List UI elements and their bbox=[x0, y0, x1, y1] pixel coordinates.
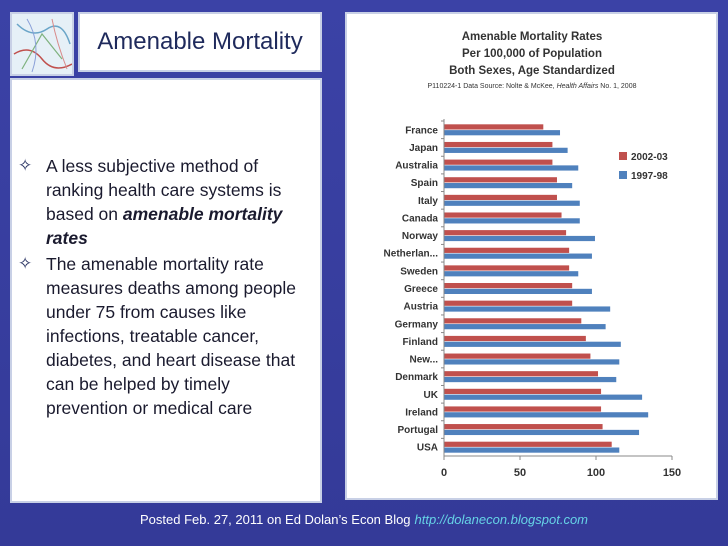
bullet-item: ✧ The amenable mortality rate measures d… bbox=[18, 252, 316, 420]
chart-subtitle-line: Per 100,000 of Population bbox=[462, 48, 602, 60]
bar-200203 bbox=[444, 177, 557, 183]
bar-199798 bbox=[444, 376, 617, 383]
bullet-emphasis: amenable mortality rates bbox=[46, 204, 283, 248]
bullet-text-part: A less subjective method of ranking heal… bbox=[46, 156, 282, 224]
y-tick-label: Portugal bbox=[397, 425, 438, 436]
bar-200203 bbox=[444, 141, 553, 148]
bar-199798 bbox=[444, 394, 643, 400]
bar-199798 bbox=[444, 253, 592, 259]
bullet-text: A less subjective method of ranking heal… bbox=[46, 154, 316, 250]
y-tick-label: Japan bbox=[409, 143, 438, 154]
y-tick-label: UK bbox=[424, 390, 439, 401]
bar-200203 bbox=[444, 388, 602, 394]
chart-source-note: P110224-1 Data Source: Nolte & McKee, He… bbox=[428, 83, 637, 90]
bar-199798 bbox=[444, 235, 595, 242]
bar-200203 bbox=[444, 283, 573, 289]
legend-label: 1997-98 bbox=[631, 171, 668, 182]
bar-200203 bbox=[444, 230, 567, 236]
plot-area: France Japan Australia Spain Italy Canada Norw… bbox=[384, 119, 681, 479]
bar-199798 bbox=[444, 271, 579, 277]
footer: Posted Feb. 27, 2011 on Ed Dolan’s Econ … bbox=[0, 512, 728, 527]
source-prefix: P110224-1 Data Source: Nolte & McKee, bbox=[428, 83, 557, 90]
legend-swatch bbox=[619, 171, 627, 179]
chart-title: Amenable Mortality Rates bbox=[462, 31, 603, 43]
bar-199798 bbox=[444, 306, 611, 312]
bar-199798 bbox=[444, 341, 621, 347]
x-tick-label: 150 bbox=[663, 467, 681, 479]
y-tick-label: Denmark bbox=[395, 372, 438, 383]
footer-link[interactable]: http://dolanecon.blogspot.com bbox=[414, 512, 588, 527]
bar-199798 bbox=[444, 447, 620, 453]
bar-199798 bbox=[444, 183, 573, 189]
legend-swatch bbox=[619, 152, 627, 160]
y-tick-label: Norway bbox=[402, 231, 439, 242]
y-tick-label: Netherlan... bbox=[384, 249, 439, 260]
bar-200203 bbox=[444, 194, 557, 201]
y-tick-label: Ireland bbox=[405, 407, 438, 418]
bar-199798 bbox=[444, 130, 561, 136]
bullet-star-icon: ✧ bbox=[18, 254, 33, 273]
source-journal: Health Affairs bbox=[557, 83, 599, 90]
legend-label: 2002-03 bbox=[631, 152, 668, 163]
slide-title-box: Amenable Mortality bbox=[78, 12, 322, 72]
bar-200203 bbox=[444, 124, 544, 130]
logo-image bbox=[10, 12, 74, 76]
bar-200203 bbox=[444, 371, 599, 377]
footer-text: Posted Feb. 27, 2011 on Ed Dolan’s Econ … bbox=[140, 512, 411, 527]
bar-199798 bbox=[444, 324, 606, 330]
y-tick-label: Greece bbox=[404, 284, 438, 295]
bar-199798 bbox=[444, 218, 580, 224]
x-tick-label: 0 bbox=[441, 467, 447, 479]
y-tick-label: Australia bbox=[395, 161, 438, 172]
chart-legend: 2002-03 1997-98 bbox=[619, 152, 668, 182]
y-tick-label: Germany bbox=[395, 319, 439, 330]
bar-199798 bbox=[444, 288, 592, 294]
chart-panel: Amenable Mortality Rates Per 100,000 of … bbox=[345, 12, 718, 500]
bar-200203 bbox=[444, 318, 582, 324]
chart-svg: Amenable Mortality Rates Per 100,000 of … bbox=[384, 31, 682, 479]
y-tick-label: Sweden bbox=[400, 266, 438, 277]
y-tick-label: Austria bbox=[404, 302, 439, 313]
bar-200203 bbox=[444, 406, 602, 412]
y-tick-label: USA bbox=[417, 443, 438, 454]
chart-subtitle-line: Both Sexes, Age Standardized bbox=[449, 65, 615, 77]
text-panel: ✧ A less subjective method of ranking he… bbox=[10, 78, 322, 503]
bar-200203 bbox=[444, 424, 603, 430]
y-tick-label: Canada bbox=[402, 213, 439, 224]
bar-200203 bbox=[444, 441, 612, 447]
bar-199798 bbox=[444, 200, 580, 206]
x-tick-label: 50 bbox=[514, 467, 526, 479]
bar-200203 bbox=[444, 300, 573, 306]
bar-200203 bbox=[444, 159, 553, 165]
abstract-network-logo-icon bbox=[12, 14, 72, 74]
bar-199798 bbox=[444, 165, 579, 171]
bar-200203 bbox=[444, 212, 562, 218]
bullet-text: The amenable mortality rate measures dea… bbox=[46, 254, 297, 418]
y-tick-label: Italy bbox=[418, 196, 438, 207]
x-tick-label: 100 bbox=[587, 467, 605, 479]
bar-200203 bbox=[444, 335, 586, 342]
bar-199798 bbox=[444, 359, 620, 365]
source-suffix: No. 1, 2008 bbox=[598, 83, 636, 90]
bar-199798 bbox=[444, 429, 640, 436]
y-tick-label: Spain bbox=[411, 178, 438, 189]
bar-199798 bbox=[444, 412, 649, 418]
bar-199798 bbox=[444, 147, 568, 153]
bar-200203 bbox=[444, 247, 570, 253]
y-tick-label: France bbox=[405, 125, 438, 136]
y-tick-label: Finland bbox=[402, 337, 438, 348]
bullet-list: ✧ A less subjective method of ranking he… bbox=[18, 154, 316, 422]
slide-title: Amenable Mortality bbox=[97, 28, 303, 55]
bar-200203 bbox=[444, 265, 570, 271]
y-tick-label: New... bbox=[409, 355, 438, 366]
bullet-star-icon: ✧ bbox=[18, 156, 33, 175]
bullet-item: ✧ A less subjective method of ranking he… bbox=[18, 154, 316, 250]
bar-200203 bbox=[444, 353, 591, 359]
